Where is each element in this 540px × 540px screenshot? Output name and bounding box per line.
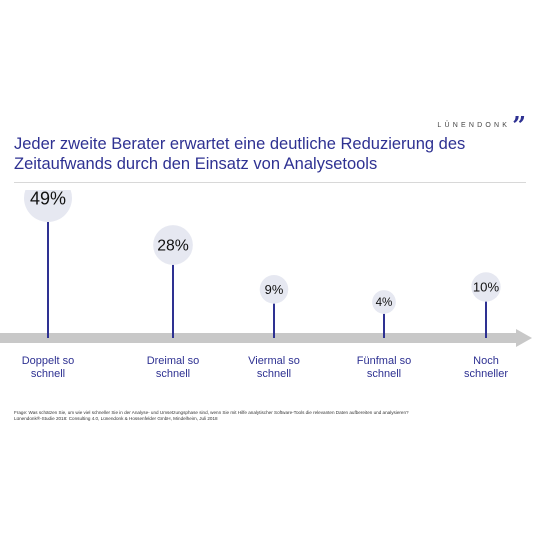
value-label-1: 28% bbox=[157, 238, 189, 255]
category-label-1-1: schnell bbox=[156, 368, 190, 380]
category-label-4-0: Noch bbox=[473, 355, 499, 367]
footnote-question: Frage: Was schätzen Sie, um wie viel sch… bbox=[14, 410, 409, 415]
bubble-0 bbox=[24, 190, 72, 222]
category-label-0-1: schnell bbox=[31, 368, 65, 380]
axis-arrowhead bbox=[516, 329, 532, 347]
category-label-1-0: Dreimal so bbox=[147, 355, 200, 367]
category-label-2-0: Viermal so bbox=[248, 355, 300, 367]
bubble-1 bbox=[153, 225, 193, 265]
value-label-2: 9% bbox=[265, 282, 284, 297]
category-label-2-1: schnell bbox=[257, 368, 291, 380]
value-label-0: 49% bbox=[30, 190, 66, 208]
bubble-2 bbox=[259, 275, 289, 304]
bubble-4 bbox=[471, 272, 501, 302]
footnote-source: Lünendonk®-Studie 2018: Consulting 4.0, … bbox=[14, 416, 218, 421]
logo: LÜNENDONK ” bbox=[437, 111, 526, 140]
page-title: Jeder zweite Berater erwartet eine deutl… bbox=[14, 135, 466, 173]
logo-quote-mark: ” bbox=[512, 111, 526, 140]
bubble-3 bbox=[372, 290, 396, 314]
category-label-4-1: schneller bbox=[464, 368, 508, 380]
logo-text: LÜNENDONK bbox=[437, 122, 511, 129]
category-label-3-0: Fünfmal so bbox=[357, 355, 411, 367]
title-divider bbox=[14, 182, 526, 183]
footnote: Frage: Was schätzen Sie, um wie viel sch… bbox=[14, 410, 524, 422]
value-label-3: 4% bbox=[376, 296, 393, 309]
category-label-0-0: Doppelt so bbox=[22, 355, 75, 367]
category-label-3-1: schnell bbox=[367, 368, 401, 380]
value-label-4: 10% bbox=[473, 280, 500, 295]
axis-bar bbox=[0, 333, 518, 343]
